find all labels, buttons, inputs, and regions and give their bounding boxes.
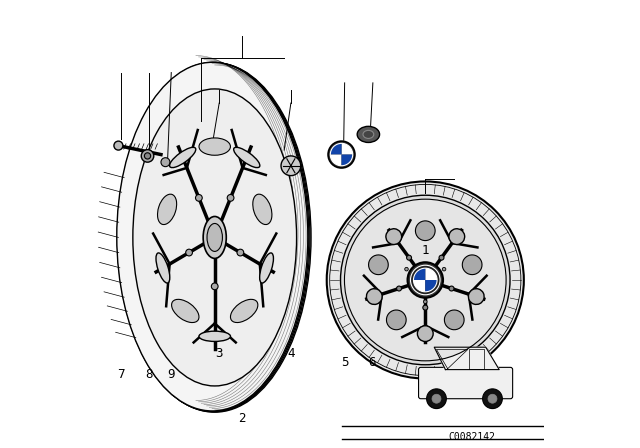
Ellipse shape [207,224,223,251]
Circle shape [186,249,193,256]
Text: 6: 6 [368,356,375,370]
Circle shape [195,194,202,201]
Ellipse shape [172,299,199,323]
Circle shape [408,262,443,298]
Circle shape [227,194,234,201]
Text: 2: 2 [238,412,245,426]
Circle shape [488,394,497,403]
Ellipse shape [203,216,227,258]
Polygon shape [434,347,499,370]
Circle shape [449,286,454,291]
Circle shape [344,199,506,361]
Circle shape [237,249,244,256]
Ellipse shape [199,331,230,341]
Circle shape [340,195,510,365]
Wedge shape [413,280,425,292]
Wedge shape [413,268,425,280]
Ellipse shape [156,253,170,283]
Ellipse shape [444,310,464,330]
Circle shape [439,255,444,260]
Text: 5: 5 [341,356,348,370]
Text: 7: 7 [117,367,124,381]
Circle shape [404,267,408,271]
Ellipse shape [116,62,308,411]
Ellipse shape [369,255,388,275]
Circle shape [161,158,170,167]
Circle shape [427,389,446,409]
Ellipse shape [415,221,435,241]
Text: 4: 4 [287,347,294,361]
Ellipse shape [417,326,433,341]
Circle shape [281,156,301,176]
Wedge shape [330,155,342,166]
Wedge shape [342,155,353,166]
Circle shape [432,394,441,403]
Ellipse shape [363,130,374,138]
Ellipse shape [386,229,402,245]
Circle shape [141,150,154,162]
Ellipse shape [387,310,406,330]
Text: 9: 9 [168,367,175,381]
Circle shape [326,181,524,379]
Wedge shape [342,143,353,155]
Text: 8: 8 [145,367,152,381]
Ellipse shape [199,138,230,155]
Ellipse shape [133,89,296,386]
Circle shape [114,141,123,150]
FancyBboxPatch shape [419,367,513,399]
Circle shape [424,300,427,303]
Ellipse shape [234,147,260,168]
Ellipse shape [157,194,177,224]
Text: 1: 1 [422,244,429,258]
Text: 3: 3 [216,347,223,361]
Circle shape [442,267,446,271]
Ellipse shape [230,299,258,323]
Ellipse shape [253,194,272,224]
Circle shape [397,286,401,291]
Circle shape [328,141,355,168]
Ellipse shape [468,289,484,305]
Ellipse shape [449,229,465,245]
Wedge shape [425,280,437,292]
Circle shape [406,255,412,260]
Text: C0082142: C0082142 [449,432,496,442]
Ellipse shape [357,126,380,142]
Ellipse shape [170,147,196,168]
Wedge shape [425,268,437,280]
Ellipse shape [367,289,382,305]
Ellipse shape [462,255,482,275]
Circle shape [145,153,150,159]
Ellipse shape [260,253,273,283]
Circle shape [423,305,428,310]
Circle shape [410,265,440,295]
Circle shape [211,283,218,290]
Circle shape [483,389,502,409]
Wedge shape [330,143,342,155]
